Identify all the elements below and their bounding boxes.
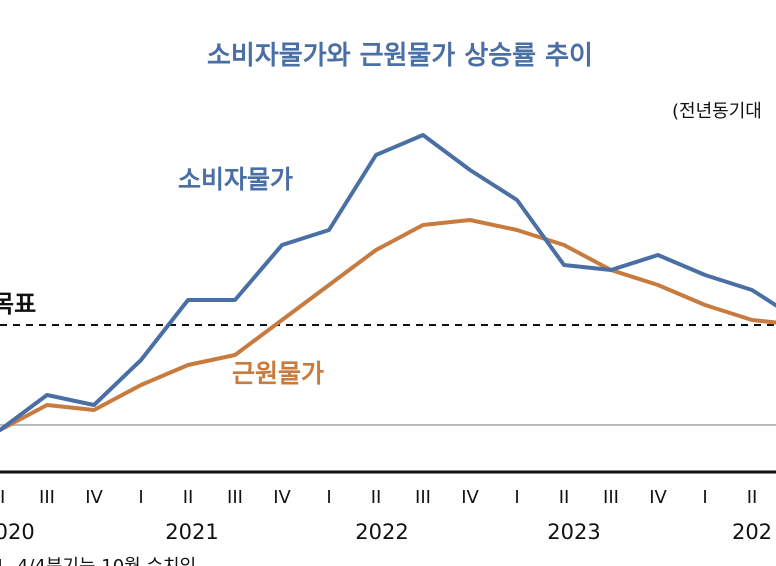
x-tick-label: III xyxy=(39,487,55,508)
x-tick-label: II xyxy=(559,487,570,508)
x-tick-labels: IIIIIIVIIIIIIIVIIIIIIIVIIIIIIIVIIIIII xyxy=(0,487,758,508)
x-tick-label: II xyxy=(371,487,382,508)
chart-title: 소비자물가와 근원물가 상승률 추이 xyxy=(207,41,593,71)
unit-label: (전년동기대 xyxy=(672,101,762,122)
x-tick-label: III xyxy=(603,487,619,508)
reference-lines xyxy=(0,324,776,426)
x-tick-label: IV xyxy=(649,487,667,508)
x-tick-label: I xyxy=(514,487,519,508)
target-label: 목표 xyxy=(0,290,36,318)
series-label-core: 근원물가 xyxy=(232,359,324,388)
series-line-cpi xyxy=(0,133,776,432)
x-tick-label: II xyxy=(183,487,194,508)
x-tick-label: IV xyxy=(85,487,103,508)
footnote: 1. 4/4분기는 10월 수치임 xyxy=(0,556,196,566)
x-tick-label: IV xyxy=(273,487,291,508)
series-label-cpi: 소비자물가 xyxy=(178,165,293,194)
x-tick-label: III xyxy=(227,487,243,508)
x-tick-label: I xyxy=(326,487,331,508)
x-year-label: 2022 xyxy=(355,520,408,544)
x-year-label: 2023 xyxy=(547,520,600,544)
x-tick-label: II xyxy=(747,487,758,508)
x-tick-label: III xyxy=(415,487,431,508)
x-tick-label: I xyxy=(138,487,143,508)
series-line-core xyxy=(0,218,776,432)
x-tick-label: I xyxy=(702,487,707,508)
x-year-label: 2021 xyxy=(165,520,218,544)
x-year-label: 202 xyxy=(732,520,772,544)
x-tick-label: II xyxy=(0,487,5,508)
x-tick-label: IV xyxy=(461,487,479,508)
series-lines xyxy=(0,133,776,432)
